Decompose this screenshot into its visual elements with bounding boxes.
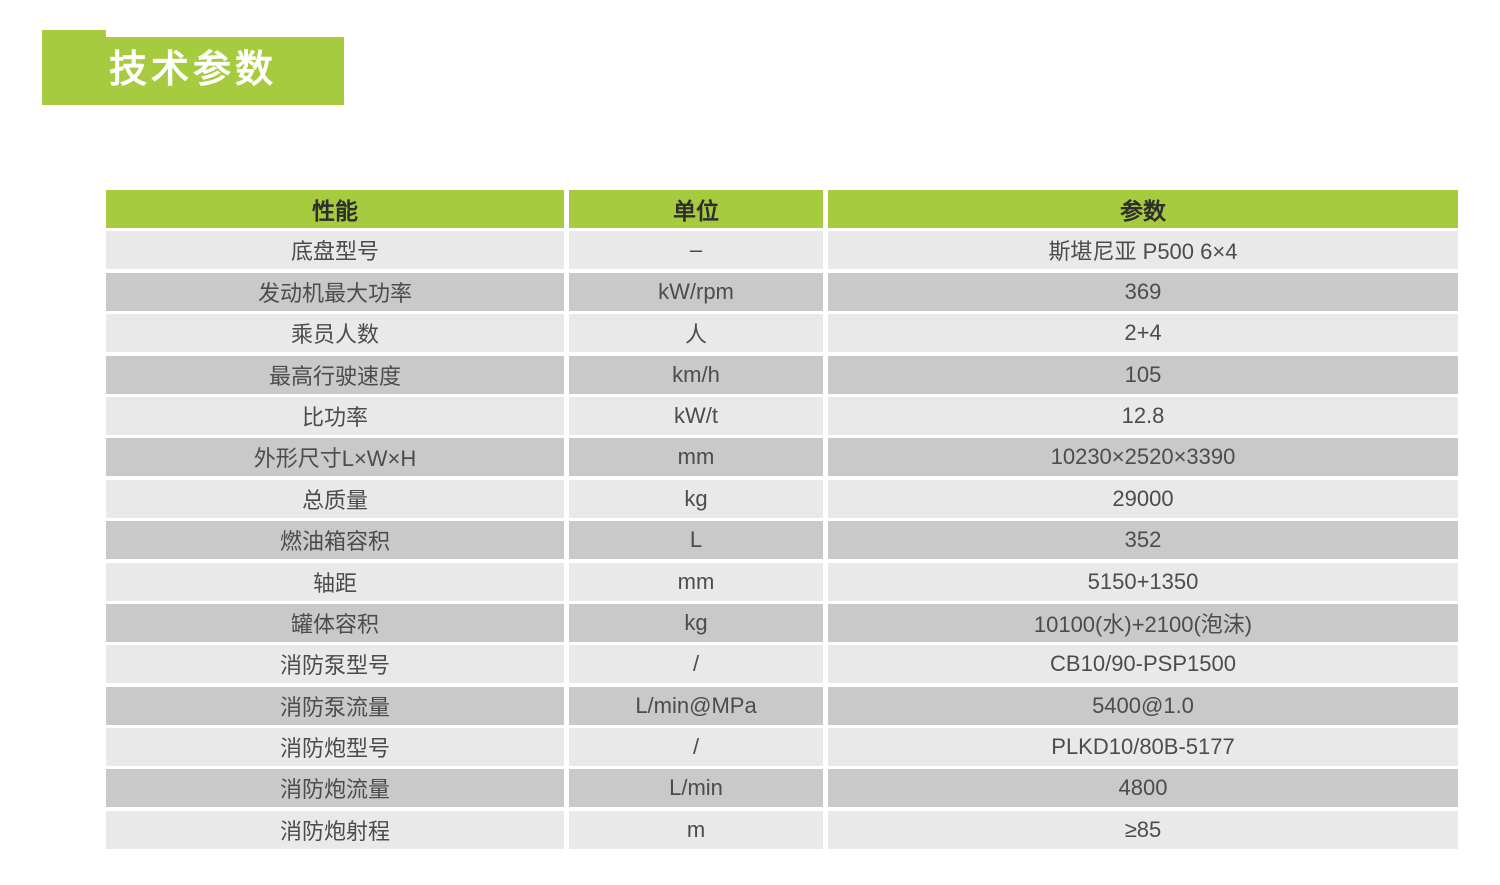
spec-unit-cell: kW/t	[569, 396, 823, 435]
spec-unit-cell: kW/rpm	[569, 272, 823, 311]
spec-name-cell: 消防炮型号	[106, 728, 564, 767]
table-row: 轴距 mm 5150+1350	[106, 562, 1458, 601]
spec-value-cell: 5150+1350	[828, 562, 1458, 601]
spec-unit-cell: L/min	[569, 769, 823, 808]
table-row: 最高行驶速度 km/h 105	[106, 355, 1458, 394]
title-badge: 技术参数	[42, 37, 344, 105]
spec-name-cell: 消防泵型号	[106, 645, 564, 684]
spec-value-cell: 10100(水)+2100(泡沫)	[828, 603, 1458, 642]
table-row: 燃油箱容积 L 352	[106, 521, 1458, 560]
spec-value-cell: 4800	[828, 769, 1458, 808]
table-row: 罐体容积 kg 10100(水)+2100(泡沫)	[106, 603, 1458, 642]
spec-unit-cell: m	[569, 810, 823, 849]
page-title: 技术参数	[108, 49, 277, 91]
spec-value-cell: 斯堪尼亚 P500 6×4	[828, 231, 1458, 270]
column-header-parameter: 参数	[828, 190, 1458, 228]
table-row: 消防泵型号 / CB10/90-PSP1500	[106, 645, 1458, 684]
spec-name-cell: 底盘型号	[106, 231, 564, 270]
spec-unit-cell: L	[569, 521, 823, 560]
spec-value-cell: 10230×2520×3390	[828, 438, 1458, 477]
spec-name-cell: 消防泵流量	[106, 686, 564, 725]
table-header-row: 性能 单位 参数	[106, 190, 1458, 228]
spec-value-cell: 352	[828, 521, 1458, 560]
spec-unit-cell: /	[569, 728, 823, 767]
spec-name-cell: 轴距	[106, 562, 564, 601]
table-row: 底盘型号 – 斯堪尼亚 P500 6×4	[106, 231, 1458, 270]
spec-name-cell: 外形尺寸L×W×H	[106, 438, 564, 477]
table-row: 总质量 kg 29000	[106, 479, 1458, 518]
spec-unit-cell: –	[569, 231, 823, 270]
table-row: 比功率 kW/t 12.8	[106, 396, 1458, 435]
table-row: 消防炮型号 / PLKD10/80B-5177	[106, 728, 1458, 767]
spec-name-cell: 乘员人数	[106, 314, 564, 353]
spec-unit-cell: L/min@MPa	[569, 686, 823, 725]
spec-name-cell: 比功率	[106, 396, 564, 435]
spec-value-cell: 5400@1.0	[828, 686, 1458, 725]
spec-value-cell: 12.8	[828, 396, 1458, 435]
title-badge-tab	[42, 30, 106, 40]
spec-unit-cell: 人	[569, 314, 823, 353]
spec-name-cell: 总质量	[106, 479, 564, 518]
column-header-unit: 单位	[569, 190, 823, 228]
spec-unit-cell: kg	[569, 479, 823, 518]
column-header-performance: 性能	[106, 190, 564, 228]
spec-name-cell: 消防炮射程	[106, 810, 564, 849]
spec-unit-cell: km/h	[569, 355, 823, 394]
spec-unit-cell: /	[569, 645, 823, 684]
table-body: 底盘型号 – 斯堪尼亚 P500 6×4 发动机最大功率 kW/rpm 369 …	[106, 231, 1458, 849]
spec-name-cell: 燃油箱容积	[106, 521, 564, 560]
spec-unit-cell: kg	[569, 603, 823, 642]
spec-name-cell: 罐体容积	[106, 603, 564, 642]
spec-name-cell: 消防炮流量	[106, 769, 564, 808]
table-row: 消防炮射程 m ≥85	[106, 810, 1458, 849]
spec-value-cell: 105	[828, 355, 1458, 394]
spec-value-cell: 29000	[828, 479, 1458, 518]
table-row: 消防炮流量 L/min 4800	[106, 769, 1458, 808]
table-row: 发动机最大功率 kW/rpm 369	[106, 272, 1458, 311]
spec-table: 性能 单位 参数 底盘型号 – 斯堪尼亚 P500 6×4 发动机最大功率 kW…	[106, 190, 1458, 852]
spec-value-cell: ≥85	[828, 810, 1458, 849]
spec-name-cell: 最高行驶速度	[106, 355, 564, 394]
spec-unit-cell: mm	[569, 438, 823, 477]
spec-value-cell: CB10/90-PSP1500	[828, 645, 1458, 684]
table-row: 消防泵流量 L/min@MPa 5400@1.0	[106, 686, 1458, 725]
table-row: 乘员人数 人 2+4	[106, 314, 1458, 353]
spec-value-cell: PLKD10/80B-5177	[828, 728, 1458, 767]
spec-name-cell: 发动机最大功率	[106, 272, 564, 311]
spec-value-cell: 2+4	[828, 314, 1458, 353]
spec-unit-cell: mm	[569, 562, 823, 601]
spec-value-cell: 369	[828, 272, 1458, 311]
table-row: 外形尺寸L×W×H mm 10230×2520×3390	[106, 438, 1458, 477]
